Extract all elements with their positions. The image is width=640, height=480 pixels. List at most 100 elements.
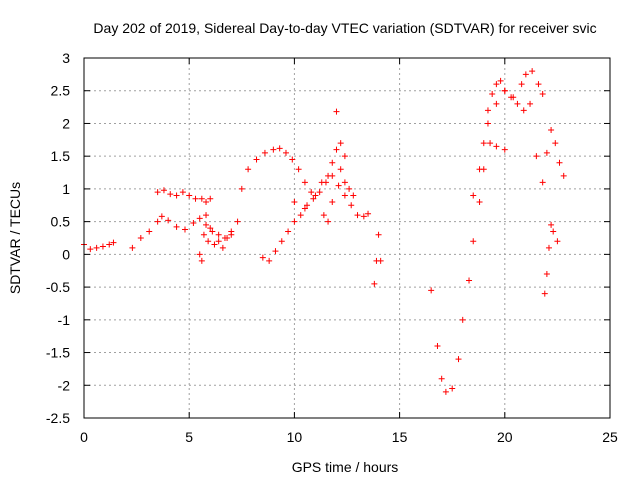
y-tick-label: 2.5 [51,83,71,99]
data-point [329,159,336,166]
data-point [234,218,241,225]
data-point [434,343,441,349]
data-point [348,202,355,209]
data-point [337,140,344,147]
data-point [541,290,548,297]
series-track-m [541,221,561,297]
data-point [259,254,266,261]
data-point [110,239,117,246]
data-point [320,212,327,219]
data-point [552,140,559,147]
data-point [535,81,542,88]
data-point [543,271,550,277]
data-point [466,277,473,284]
data-point [224,235,231,241]
data-point [278,238,285,245]
data-point [186,192,193,199]
data-point [312,192,319,199]
data-point [190,219,197,226]
data-point [160,187,167,194]
data-point [501,87,508,94]
data-point [470,192,477,199]
axis-ticks: 0 5 10 15 20 25 -2.5 -2 -1.5 -1 -0.5 0 0.5 1 1.5 2 2.5 3 [46,50,618,445]
series-track-b [129,213,241,251]
data-point [341,192,348,199]
plot-frame [83,57,611,419]
data-point [276,145,283,152]
y-tick-label: -0.5 [46,279,70,295]
data-point [301,205,308,212]
data-point [510,94,517,101]
data-point [489,91,496,97]
data-point [129,244,136,251]
data-point [501,146,508,153]
data-point [329,199,336,205]
series-track-e [238,145,315,196]
data-point [270,146,277,153]
data-point [455,356,462,363]
data-point [554,238,561,245]
data-point [484,107,491,114]
data-point [476,199,483,205]
series-track-f [259,172,372,264]
data-point [146,228,153,235]
data-point [480,140,487,147]
data-point [207,195,214,202]
data-point [289,156,296,163]
x-tick-label: 10 [287,429,303,445]
data-points [81,68,567,395]
data-point [297,212,304,219]
series-track-g [291,146,357,212]
data-point [215,231,222,238]
data-point [335,182,342,189]
series-track-l [484,68,546,127]
data-point [285,228,292,235]
data-point [295,166,302,173]
x-tick-label: 15 [392,429,408,445]
data-point [514,100,521,107]
data-point [219,244,226,251]
data-point [209,228,216,235]
x-tick-label: 25 [602,429,618,445]
data-point [533,153,540,160]
y-tick-label: -2.5 [46,410,70,426]
data-point [484,120,491,127]
data-point [337,166,344,173]
data-point [493,81,500,88]
series-track-a [81,239,117,253]
data-point [173,223,180,230]
data-point [181,226,188,233]
data-point [548,221,555,228]
data-point [375,231,382,238]
data-point [428,287,435,294]
data-point [198,257,205,264]
data-point [520,107,527,114]
data-point [371,280,378,287]
y-tick-label: -1.5 [46,345,70,361]
data-point [173,192,180,199]
data-point [245,166,252,173]
y-tick-label: 2 [62,115,70,131]
y-tick-label: 0.5 [51,214,71,230]
data-point [301,179,308,186]
data-point [550,228,557,235]
data-point [87,246,94,253]
data-point [253,156,260,163]
series-track-d [196,212,235,264]
data-point [442,388,449,395]
grid [84,58,610,418]
data-point [438,375,445,382]
data-point [158,213,165,220]
y-tick-label: 1.5 [51,148,71,164]
data-point [238,185,245,192]
data-point [198,195,205,202]
data-point [203,221,210,228]
data-point [341,179,348,186]
data-point [93,244,100,251]
data-point [261,149,268,156]
data-point [200,231,207,238]
data-point [459,316,466,323]
data-point [99,243,106,250]
series-track-i [371,231,384,287]
data-point [529,68,536,75]
